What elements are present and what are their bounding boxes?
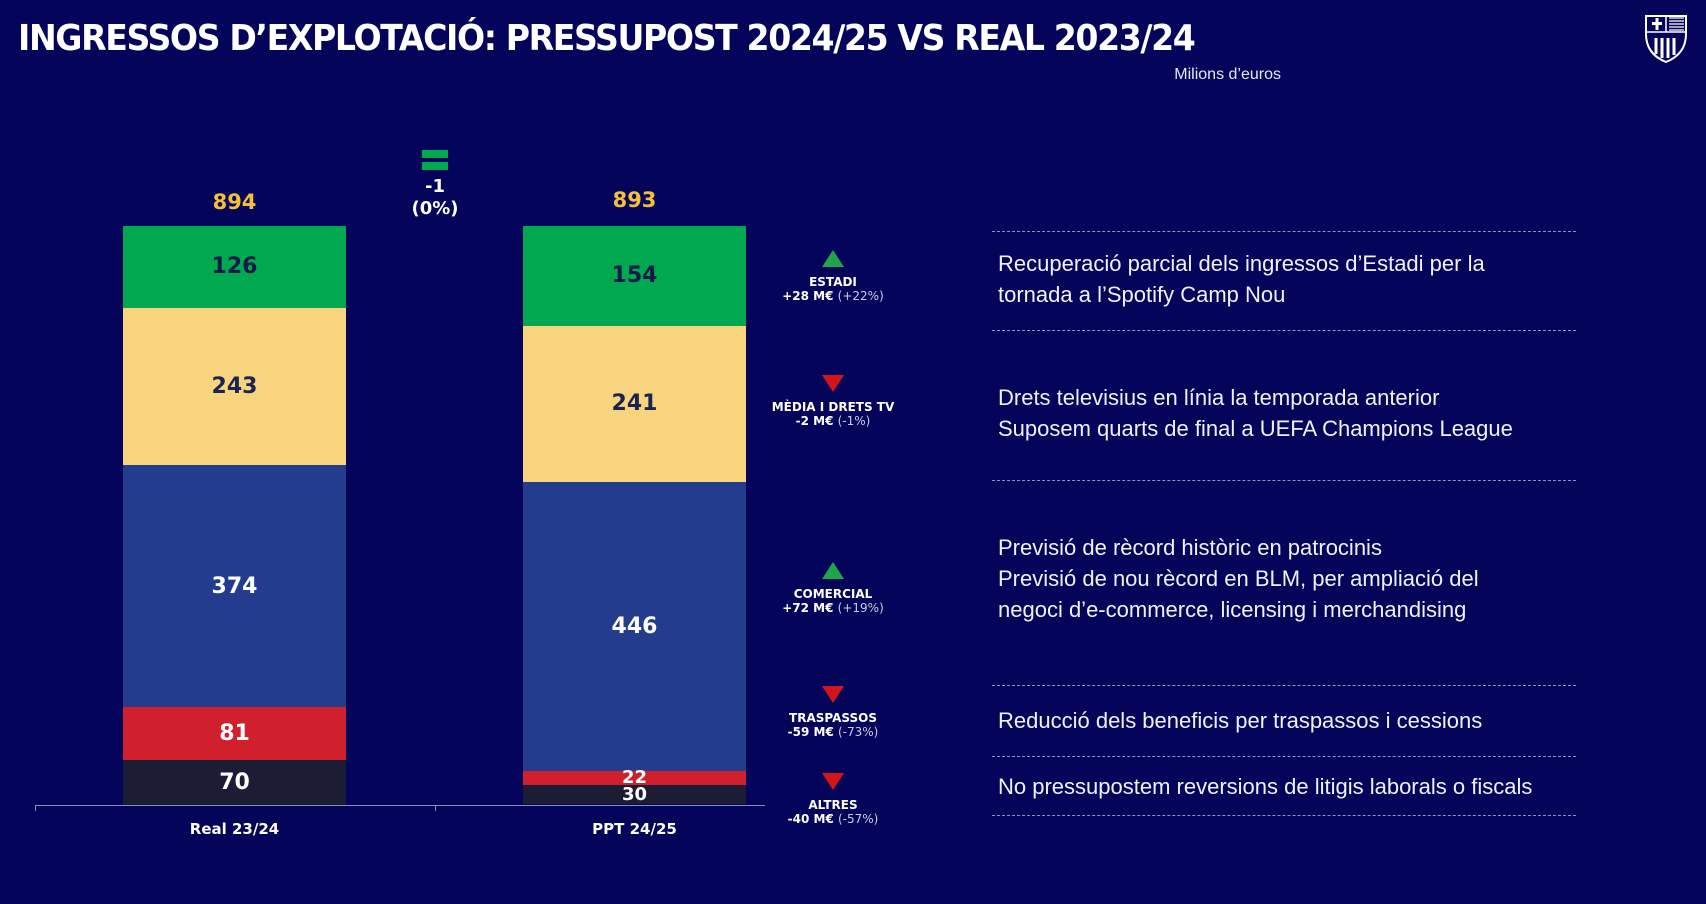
data-label: 154 (611, 263, 658, 289)
delta-value: -2 M€ (795, 414, 834, 428)
triangle-up-icon (822, 250, 844, 267)
delta-pct: (-73%) (837, 725, 879, 739)
x-axis-tick (35, 805, 36, 811)
note-line: No pressupostem reversions de litigis la… (998, 774, 1533, 799)
annotation-label: COMERCIAL (793, 587, 873, 601)
divider (992, 480, 1576, 481)
delta-pct: (+19%) (837, 601, 884, 615)
delta-pct: (-57%) (837, 812, 879, 826)
note-media: Drets televisius en línia la temporada a… (998, 382, 1588, 444)
note-altres: No pressupostem reversions de litigis la… (998, 771, 1588, 802)
page-title: INGRESSOS D’EXPLOTACIÓ: PRESSUPOST 2024/… (18, 18, 1196, 59)
annotation-label: MÈDIA I DRETS TV (771, 400, 895, 414)
divider (992, 685, 1576, 686)
data-label: 22 (621, 766, 648, 788)
note-line: Recuperació parcial dels ingressos d’Est… (998, 251, 1485, 276)
data-label: 70 (219, 769, 250, 795)
divider (992, 815, 1576, 816)
delta-pct: (-1%) (837, 414, 871, 428)
data-label: 446 (611, 613, 658, 639)
bar-segment-estadi: 154 (523, 226, 746, 326)
bar-segment-comercial: 374 (123, 464, 346, 708)
fcb-crest-logo (1645, 15, 1687, 64)
data-label: 126 (211, 254, 258, 280)
delta-pct: (+22%) (837, 289, 884, 303)
x-tick-label-ppt: PPT 24/25 (592, 820, 677, 838)
bar-segment-traspassos: 81 (123, 707, 346, 760)
note-line: tornada a l’Spotify Camp Nou (998, 282, 1286, 307)
change-annotation: ESTADI +28 M€ (+22%) (758, 250, 908, 303)
triangle-down-icon (822, 773, 844, 790)
change-annotation: ALTRES -40 M€ (-57%) (758, 773, 908, 826)
difference-pct: (0%) (411, 198, 459, 219)
annotation-delta: -59 M€ (-73%) (758, 725, 908, 739)
note-comercial: Previsió de rècord històric en patrocini… (998, 532, 1588, 625)
note-line: negoci d’e-commerce, licensing i merchan… (998, 597, 1467, 622)
bar-segment-comercial: 446 (523, 481, 746, 771)
difference-indicator: -1 (0%) (395, 150, 475, 220)
note-line: Suposem quarts de final a UEFA Champions… (998, 416, 1513, 441)
note-estadi: Recuperació parcial dels ingressos d’Est… (998, 248, 1588, 310)
data-label: 30 (621, 783, 648, 805)
annotation-label: TRASPASSOS (789, 711, 877, 725)
change-annotation: MÈDIA I DRETS TV -2 M€ (-1%) (758, 375, 908, 428)
change-annotation: COMERCIAL +72 M€ (+19%) (758, 562, 908, 615)
change-annotation: TRASPASSOS -59 M€ (-73%) (758, 686, 908, 739)
data-label: 243 (211, 373, 258, 399)
annotation-delta: -40 M€ (-57%) (758, 812, 908, 826)
note-line: Previsió de rècord històric en patrocini… (998, 535, 1382, 560)
data-label: 374 (211, 573, 258, 599)
x-tick-label-real: Real 23/24 (189, 820, 280, 838)
triangle-down-icon (822, 686, 844, 703)
total-label-real: 894 (212, 190, 257, 214)
note-traspassos: Reducció dels beneficis per traspassos i… (998, 705, 1588, 736)
bar-segment-altres: 70 (123, 759, 346, 805)
note-line: Reducció dels beneficis per traspassos i… (998, 708, 1483, 733)
delta-value: -40 M€ (787, 812, 834, 826)
annotation-delta: +28 M€ (+22%) (758, 289, 908, 303)
unit-label: Milions d’euros (1174, 66, 1281, 83)
x-axis-tick (435, 805, 436, 811)
note-line: Drets televisius en línia la temporada a… (998, 385, 1440, 410)
annotation-delta: -2 M€ (-1%) (758, 414, 908, 428)
bar-segment-m-dia-i-drets-tv: 243 (123, 307, 346, 465)
equals-icon (422, 150, 448, 170)
delta-value: +28 M€ (782, 289, 834, 303)
total-label-ppt: 893 (612, 188, 657, 212)
triangle-up-icon (822, 562, 844, 579)
difference-value: -1 (425, 176, 445, 197)
delta-value: -59 M€ (787, 725, 834, 739)
divider (992, 231, 1576, 232)
divider (992, 330, 1576, 331)
delta-value: +72 M€ (782, 601, 834, 615)
bar-segment-traspassos: 22 (523, 766, 746, 788)
note-line: Previsió de nou rècord en BLM, per ampli… (998, 566, 1479, 591)
data-label: 241 (611, 391, 658, 417)
data-label: 81 (219, 720, 250, 746)
annotation-delta: +72 M€ (+19%) (758, 601, 908, 615)
bar-segment-altres: 30 (523, 783, 746, 805)
annotation-label: ESTADI (809, 275, 857, 289)
divider (992, 756, 1576, 757)
bar-segment-estadi: 126 (123, 226, 346, 308)
annotation-label: ALTRES (808, 798, 858, 812)
bar-segment-m-dia-i-drets-tv: 241 (523, 325, 746, 482)
triangle-down-icon (822, 375, 844, 392)
x-axis (35, 805, 765, 806)
